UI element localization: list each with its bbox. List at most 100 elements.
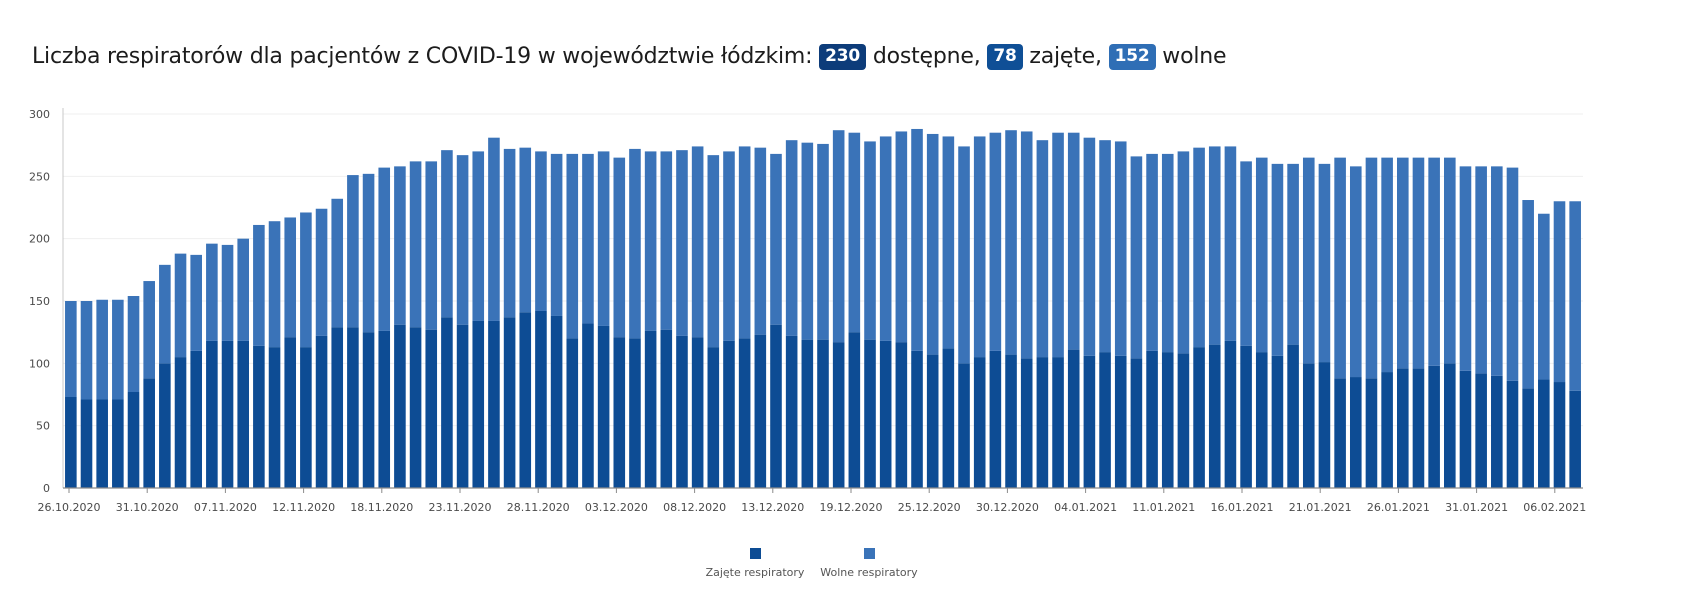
- bar-occupied[interactable]: [660, 329, 673, 488]
- bar-free[interactable]: [315, 208, 328, 336]
- bar-occupied[interactable]: [597, 325, 610, 488]
- bar-occupied[interactable]: [1177, 353, 1190, 488]
- bar-occupied[interactable]: [503, 317, 516, 488]
- bar-free[interactable]: [488, 137, 500, 321]
- bar-free[interactable]: [112, 299, 124, 400]
- bar-free[interactable]: [660, 151, 673, 330]
- bar-occupied[interactable]: [488, 320, 500, 488]
- bar-occupied[interactable]: [754, 334, 767, 488]
- bar-free[interactable]: [1114, 141, 1127, 356]
- bar-occupied[interactable]: [738, 338, 751, 488]
- bar-free[interactable]: [1271, 163, 1284, 356]
- bar-free[interactable]: [1255, 157, 1268, 353]
- legend-label-free[interactable]: Wolne respiratory: [820, 566, 918, 579]
- bar-occupied[interactable]: [1114, 355, 1127, 488]
- bar-occupied[interactable]: [973, 357, 986, 488]
- bar-occupied[interactable]: [1318, 362, 1331, 488]
- bar-free[interactable]: [284, 217, 297, 338]
- bar-free[interactable]: [1099, 140, 1111, 353]
- bar-free[interactable]: [707, 155, 720, 348]
- bar-occupied[interactable]: [394, 324, 406, 488]
- bar-free[interactable]: [1052, 132, 1064, 358]
- bar-free[interactable]: [1020, 131, 1033, 359]
- bar-occupied[interactable]: [1161, 352, 1174, 488]
- bar-occupied[interactable]: [1224, 340, 1237, 488]
- bar-occupied[interactable]: [1146, 350, 1158, 488]
- bar-occupied[interactable]: [519, 312, 532, 488]
- bar-occupied[interactable]: [1255, 352, 1268, 488]
- bar-occupied[interactable]: [1365, 378, 1378, 488]
- bar-free[interactable]: [1130, 156, 1143, 359]
- bar-free[interactable]: [409, 161, 422, 328]
- bar-free[interactable]: [268, 221, 281, 348]
- legend-swatch-occupied[interactable]: [750, 548, 761, 559]
- bar-free[interactable]: [832, 130, 845, 343]
- bar-occupied[interactable]: [1020, 358, 1033, 488]
- bar-free[interactable]: [1491, 166, 1503, 376]
- bar-occupied[interactable]: [613, 337, 626, 488]
- bar-free[interactable]: [253, 224, 265, 346]
- bar-occupied[interactable]: [989, 350, 1002, 488]
- bar-free[interactable]: [864, 141, 876, 340]
- bar-free[interactable]: [1428, 157, 1440, 366]
- bar-free[interactable]: [1349, 166, 1362, 378]
- bar-occupied[interactable]: [347, 327, 359, 488]
- bar-free[interactable]: [566, 153, 579, 339]
- bar-free[interactable]: [817, 143, 829, 340]
- bar-occupied[interactable]: [80, 399, 93, 488]
- bar-occupied[interactable]: [1522, 388, 1534, 488]
- bar-free[interactable]: [958, 146, 970, 364]
- bar-free[interactable]: [1240, 161, 1252, 346]
- bar-free[interactable]: [785, 140, 798, 336]
- bar-free[interactable]: [441, 150, 453, 318]
- bar-free[interactable]: [848, 132, 861, 333]
- bar-occupied[interactable]: [926, 354, 939, 488]
- bar-free[interactable]: [879, 136, 892, 341]
- bar-occupied[interactable]: [1240, 345, 1252, 488]
- bar-free[interactable]: [503, 148, 516, 318]
- bar-occupied[interactable]: [456, 324, 469, 488]
- bar-occupied[interactable]: [566, 338, 579, 488]
- bar-free[interactable]: [911, 128, 923, 351]
- bar-free[interactable]: [1067, 132, 1080, 350]
- bar-occupied[interactable]: [1099, 352, 1111, 488]
- bar-occupied[interactable]: [801, 339, 814, 488]
- bar-occupied[interactable]: [206, 340, 218, 488]
- bar-free[interactable]: [127, 296, 140, 393]
- bar-free[interactable]: [1538, 213, 1550, 380]
- bar-free[interactable]: [1208, 146, 1221, 345]
- bar-occupied[interactable]: [1475, 373, 1487, 488]
- bar-occupied[interactable]: [676, 335, 688, 488]
- bar-free[interactable]: [472, 151, 485, 321]
- bar-occupied[interactable]: [723, 340, 735, 488]
- bar-occupied[interactable]: [1349, 377, 1362, 488]
- bar-occupied[interactable]: [864, 339, 876, 488]
- bar-free[interactable]: [1224, 146, 1237, 341]
- bar-free[interactable]: [1506, 167, 1519, 381]
- bar-occupied[interactable]: [817, 339, 829, 488]
- bar-free[interactable]: [723, 151, 735, 341]
- bar-occupied[interactable]: [770, 324, 782, 488]
- bar-free[interactable]: [237, 238, 250, 341]
- bar-occupied[interactable]: [1538, 379, 1550, 488]
- bar-free[interactable]: [1569, 201, 1581, 391]
- bar-occupied[interactable]: [535, 310, 547, 488]
- bar-occupied[interactable]: [441, 317, 453, 488]
- bar-free[interactable]: [1459, 166, 1472, 371]
- bar-occupied[interactable]: [472, 320, 485, 488]
- bar-free[interactable]: [1161, 153, 1174, 353]
- bar-occupied[interactable]: [911, 350, 923, 488]
- bar-occupied[interactable]: [1553, 382, 1566, 488]
- bar-free[interactable]: [1177, 151, 1190, 354]
- bar-free[interactable]: [300, 212, 312, 348]
- bar-occupied[interactable]: [707, 347, 720, 488]
- bar-occupied[interactable]: [879, 340, 892, 488]
- bar-occupied[interactable]: [127, 392, 140, 488]
- bar-occupied[interactable]: [785, 335, 798, 488]
- bar-occupied[interactable]: [958, 363, 970, 488]
- bar-occupied[interactable]: [1067, 349, 1080, 488]
- bar-occupied[interactable]: [1208, 344, 1221, 488]
- bar-occupied[interactable]: [1428, 365, 1440, 488]
- bar-occupied[interactable]: [331, 327, 344, 488]
- bar-free[interactable]: [143, 281, 155, 379]
